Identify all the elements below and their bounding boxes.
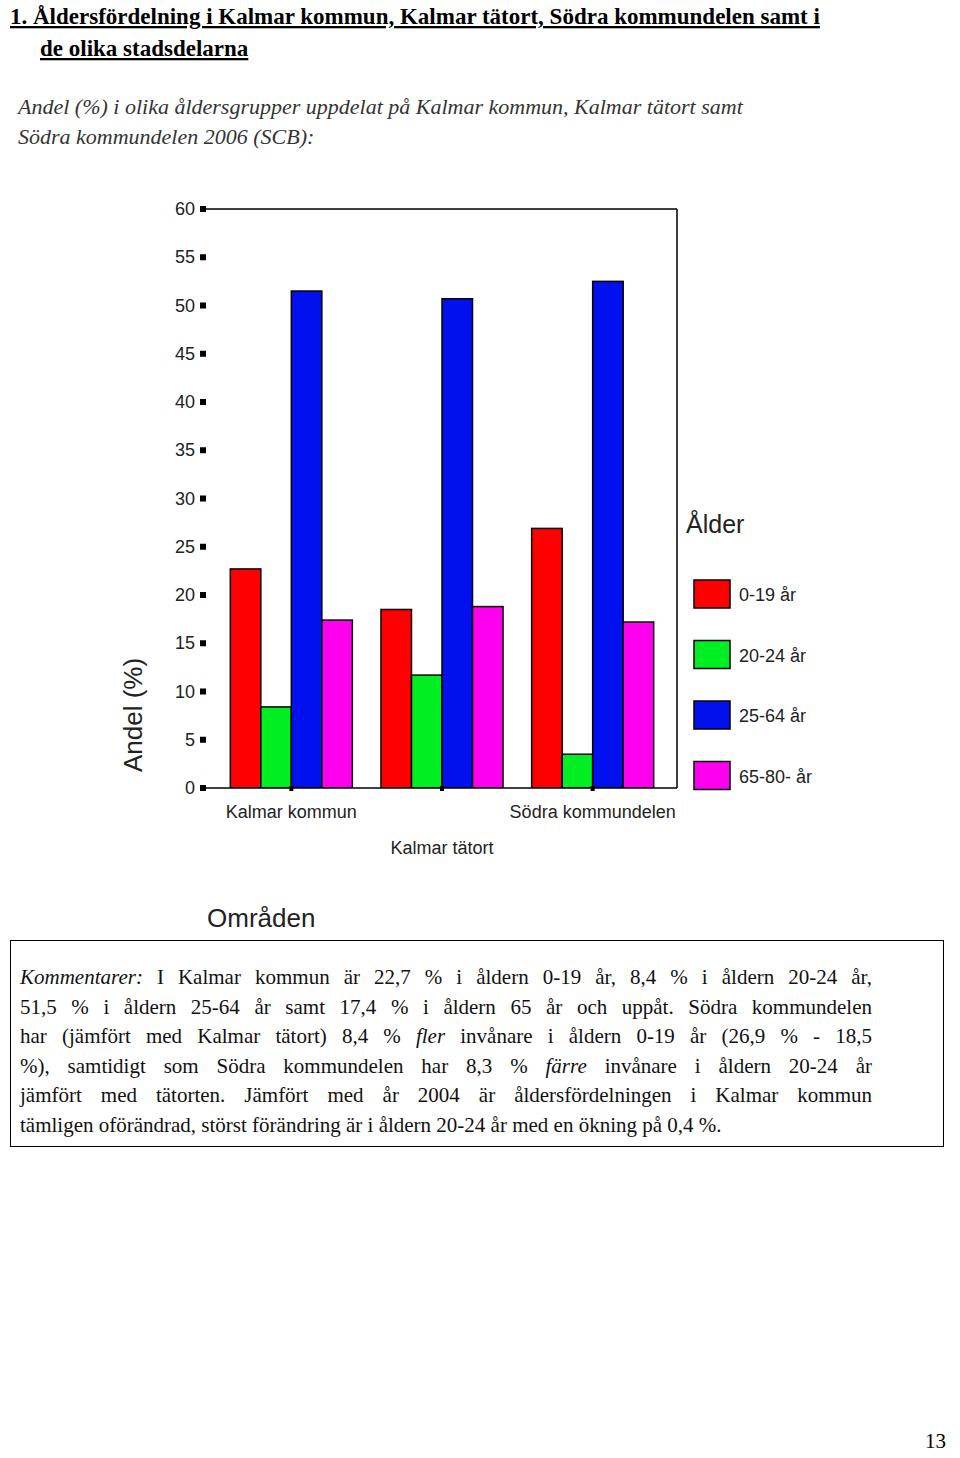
legend-label: 25-64 år: [739, 706, 806, 726]
legend-swatch: [694, 762, 730, 790]
y-tick: [200, 785, 206, 791]
y-tick: [200, 496, 206, 502]
y-tick: [200, 737, 206, 743]
bar: [473, 607, 504, 788]
y-tick: [200, 640, 206, 646]
x-tick-label: Södra kommundelen: [510, 802, 676, 822]
bar: [381, 609, 412, 788]
y-axis-label: Andel (%): [118, 658, 148, 772]
page-number: 13: [925, 1429, 946, 1453]
y-tick: [200, 206, 206, 212]
legend-swatch: [694, 641, 730, 669]
comment-text-segment: invånare i åldern 20-24 år: [587, 1054, 872, 1078]
bar: [532, 528, 563, 788]
legend-label: 65-80- år: [739, 767, 812, 787]
comment-line: tämligen oförändrad, störst förändring ä…: [20, 1111, 872, 1141]
bar: [261, 707, 292, 788]
legend: Ålder 0-19 år 20-24 år 25-64 år 65-80- år: [686, 509, 812, 790]
bar: [562, 754, 593, 788]
y-tick-label: 55: [175, 247, 195, 267]
comment-emphasis: Kommentarer:: [20, 965, 143, 989]
comment-emphasis: fler: [416, 1024, 445, 1048]
legend-swatch: [694, 701, 730, 729]
frame-right: [676, 209, 678, 788]
y-tick: [200, 544, 206, 550]
comment-line: %), samtidigt som Södra kommundelen har …: [20, 1052, 872, 1082]
comment-line: Kommentarer: I Kalmar kommun är 22,7 % i…: [20, 963, 872, 993]
y-tick-label: 60: [175, 199, 195, 219]
bars: [230, 281, 653, 788]
bar: [623, 622, 654, 788]
y-tick-label: 30: [175, 489, 195, 509]
y-tick-label: 40: [175, 392, 195, 412]
y-tick: [200, 592, 206, 598]
page: 1. Åldersfördelning i Kalmar kommun, Kal…: [0, 0, 960, 1458]
y-tick-label: 50: [175, 296, 195, 316]
y-tick: [200, 351, 206, 357]
legend-title: Ålder: [686, 509, 744, 538]
legend-label: 0-19 år: [739, 585, 796, 605]
bar: [442, 299, 473, 788]
legend-label: 20-24 år: [739, 646, 806, 666]
y-tick: [200, 303, 206, 309]
chart-title: Andel (%) i olika åldersgrupper uppdelat…: [16, 94, 744, 119]
comment-text-segment: har (jämfört med Kalmar tätort) 8,4 %: [20, 1024, 416, 1048]
y-tick-label: 45: [175, 344, 195, 364]
y-tick-label: 35: [175, 440, 195, 460]
x-tick: [591, 786, 595, 791]
x-tick-label: Kalmar tätort: [390, 838, 493, 858]
comment-text-segment: %), samtidigt som Södra kommundelen har …: [20, 1054, 546, 1078]
x-tick-label: Kalmar kommun: [226, 802, 357, 822]
y-tick: [200, 399, 206, 405]
x-tick: [289, 786, 293, 791]
x-tick: [440, 786, 444, 791]
comment-line: har (jämfört med Kalmar tätort) 8,4 % fl…: [20, 1022, 872, 1052]
comment-text: Kommentarer: I Kalmar kommun är 22,7 % i…: [20, 963, 872, 1141]
y-tick-label: 25: [175, 537, 195, 557]
y-tick-label: 20: [175, 585, 195, 605]
bar: [291, 291, 322, 788]
comment-emphasis: färre: [546, 1054, 587, 1078]
x-axis-label: Områden: [207, 903, 315, 933]
legend-swatch: [694, 580, 730, 608]
y-tick-label: 10: [175, 682, 195, 702]
heading: 1. Åldersfördelning i Kalmar kommun, Kal…: [10, 4, 821, 29]
comment-line: jämfört med tätorten. Jämfört med år 200…: [20, 1081, 872, 1111]
y-tick: [200, 447, 206, 453]
y-tick: [200, 254, 206, 260]
comment-text-segment: invånare i åldern 0-19 år (26,9 % - 18,5: [445, 1024, 872, 1048]
comment-text-segment: I Kalmar kommun är 22,7 % i åldern 0-19 …: [143, 965, 872, 989]
frame-top: [203, 208, 677, 210]
comment-line: 51,5 % i åldern 25-64 år samt 17,4 % i å…: [20, 993, 872, 1023]
y-tick-label: 5: [185, 730, 195, 750]
comment-text-segment: jämfört med tätorten. Jämfört med år 200…: [20, 1083, 872, 1107]
bar: [322, 620, 353, 788]
bar: [593, 281, 624, 788]
y-tick-label: 0: [185, 778, 195, 798]
chart-title: Södra kommundelen 2006 (SCB):: [18, 124, 314, 149]
heading: de olika stadsdelarna: [40, 36, 249, 61]
comment-text-segment: 51,5 % i åldern 25-64 år samt 17,4 % i å…: [20, 995, 872, 1019]
y-tick: [200, 689, 206, 695]
comment-text-segment: tämligen oförändrad, störst förändring ä…: [20, 1113, 722, 1137]
bar: [230, 569, 261, 788]
bar: [411, 675, 442, 788]
y-tick-label: 15: [175, 633, 195, 653]
